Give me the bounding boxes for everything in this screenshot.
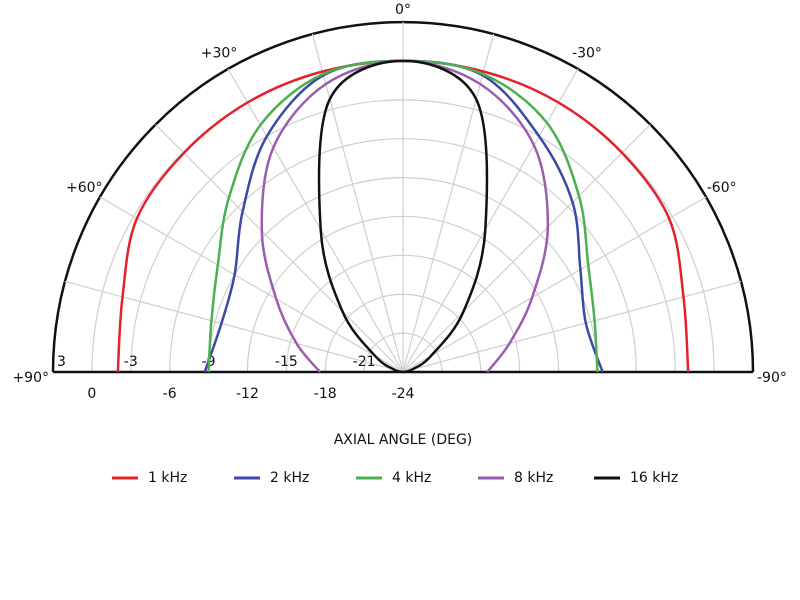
curve bbox=[317, 59, 489, 374]
grid-spoke bbox=[402, 280, 742, 373]
legend-label: 1 kHz bbox=[148, 470, 187, 486]
grid-spoke bbox=[64, 280, 404, 373]
r-tick-label: -18 bbox=[314, 386, 337, 402]
theta-tick-label: +90° bbox=[12, 370, 49, 386]
legend-label: 8 kHz bbox=[514, 470, 553, 486]
r-tick-label: -6 bbox=[163, 386, 177, 402]
grid-spoke bbox=[402, 124, 651, 373]
theta-tick-label: -60° bbox=[707, 180, 737, 196]
legend-label: 4 kHz bbox=[392, 470, 431, 486]
grid-spoke bbox=[99, 196, 404, 373]
r-tick-label: -21 bbox=[353, 354, 376, 370]
r-tick-label: -15 bbox=[275, 354, 298, 370]
grid-spoke bbox=[311, 33, 404, 373]
r-tick-label: -3 bbox=[124, 354, 138, 370]
r-tick-label: 0 bbox=[87, 386, 96, 402]
grid-spoke bbox=[402, 196, 707, 373]
r-tick-label: 3 bbox=[57, 354, 66, 370]
theta-tick-label: -30° bbox=[572, 45, 602, 61]
axis-label: AXIAL ANGLE (DEG) bbox=[334, 432, 473, 448]
grid-spoke bbox=[402, 68, 579, 373]
theta-tick-label: -90° bbox=[757, 370, 787, 386]
legend-label: 2 kHz bbox=[270, 470, 309, 486]
legend-label: 16 kHz bbox=[630, 470, 678, 486]
r-tick-label: -12 bbox=[236, 386, 259, 402]
grid-spoke bbox=[402, 33, 495, 373]
theta-tick-label: +60° bbox=[66, 180, 103, 196]
grid-spoke bbox=[227, 68, 404, 373]
theta-tick-label: 0° bbox=[395, 2, 411, 18]
grid-spoke bbox=[155, 124, 404, 373]
r-tick-label: -24 bbox=[392, 386, 415, 402]
theta-tick-label: +30° bbox=[201, 45, 238, 61]
